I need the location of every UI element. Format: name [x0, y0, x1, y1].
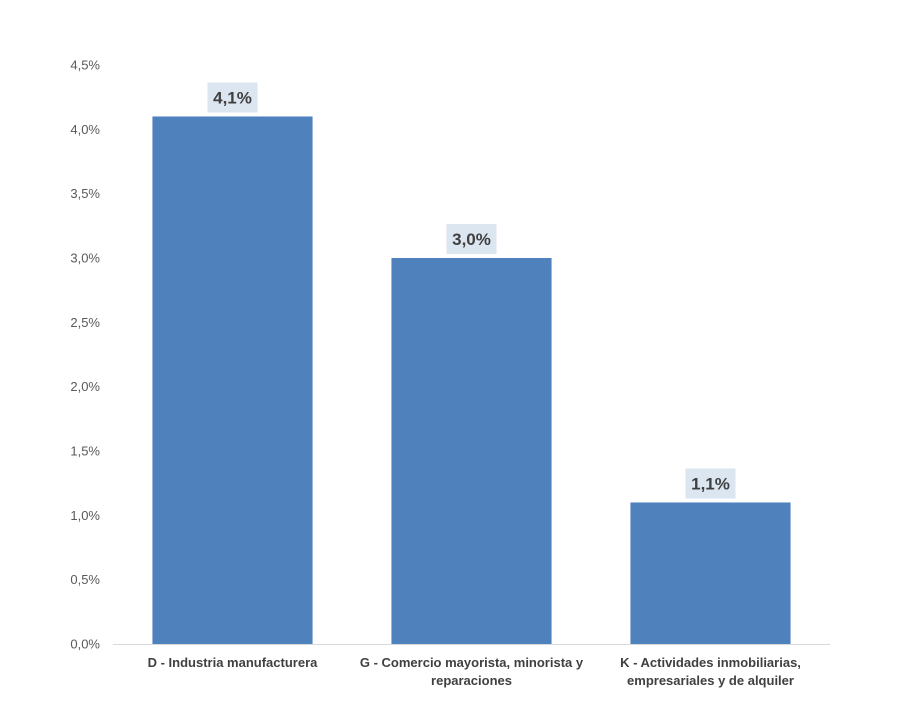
bar — [391, 258, 552, 644]
y-tick-label: 2,0% — [70, 379, 100, 394]
data-labels: 4,1% 3,0% 1,1% — [207, 82, 736, 499]
bar — [152, 116, 313, 644]
x-axis: D - Industria manufacturera G - Comercio … — [113, 644, 830, 688]
data-label: 4,1% — [213, 88, 252, 107]
y-tick-label: 2,5% — [70, 315, 100, 330]
x-category-label: G - Comercio mayorista, minorista y repar… — [360, 655, 584, 688]
y-tick-label: 1,5% — [70, 444, 100, 459]
data-label-box — [446, 224, 497, 254]
data-label: 3,0% — [452, 230, 491, 249]
y-tick-label: 1,0% — [70, 508, 100, 523]
y-tick-label: 4,0% — [70, 122, 100, 137]
bar — [630, 502, 791, 644]
y-tick-label: 0,5% — [70, 572, 100, 587]
data-label: 1,1% — [691, 474, 730, 493]
x-category-label: K - Actividades inmobiliarias, empresaria… — [620, 655, 801, 688]
data-label-box — [685, 468, 736, 499]
x-category-label: D - Industria manufacturera — [148, 655, 319, 670]
bars — [152, 116, 791, 644]
y-tick-label: 3,0% — [70, 251, 100, 266]
y-axis: 0,0% 0,5% 1,0% 1,5% 2,0% 2,5% 3,0% 3,5% 4,0% 4,5% — [70, 58, 100, 652]
data-label-box — [207, 82, 258, 113]
y-tick-label: 0,0% — [70, 637, 100, 652]
y-tick-label: 4,5% — [70, 58, 100, 73]
y-tick-label: 3,5% — [70, 186, 100, 201]
